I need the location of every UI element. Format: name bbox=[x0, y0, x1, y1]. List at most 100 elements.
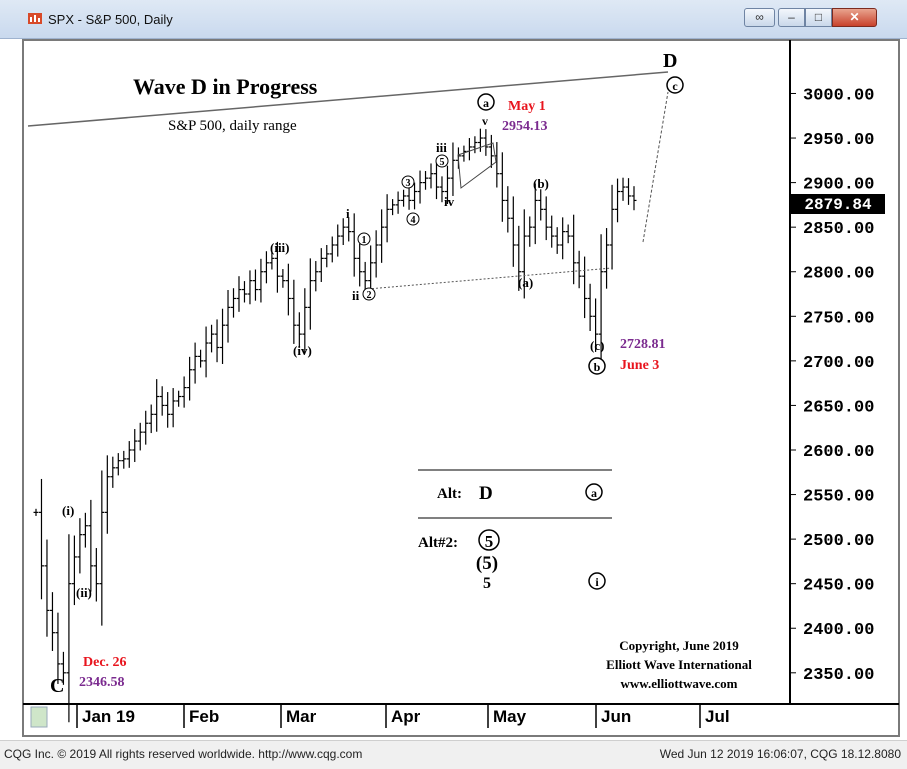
ohlc-bar bbox=[176, 390, 182, 407]
lower-trendline bbox=[367, 267, 613, 290]
date-may1: May 1 bbox=[508, 99, 546, 114]
wave-label-iv: iv bbox=[444, 194, 455, 209]
alt1-sub: a bbox=[591, 486, 597, 500]
ohlc-bar bbox=[44, 539, 50, 637]
circle-2 bbox=[362, 287, 376, 301]
wave-label-ii-paren: (ii) bbox=[76, 585, 92, 600]
wave-label-iv-paren: (iv) bbox=[293, 343, 312, 358]
ohlc-bar bbox=[77, 518, 83, 574]
ohlc-bar bbox=[450, 142, 456, 196]
wave-label-b-paren: (b) bbox=[533, 176, 549, 191]
ohlc-bar bbox=[604, 228, 610, 289]
circle-2-text: 2 bbox=[367, 290, 372, 301]
ohlc-bar bbox=[346, 217, 352, 242]
price-high: 2954.13 bbox=[502, 119, 548, 134]
time-tick-label: May bbox=[493, 707, 527, 726]
price-chart[interactable]: 2350.00 2400.00 2450.00 2500.00 2550.00 2600.… bbox=[0, 0, 907, 740]
ohlc-bar bbox=[192, 342, 198, 384]
status-right-text: Wed Jun 12 2019 16:06:07, CQG 18.12.8080 bbox=[659, 747, 901, 761]
ohlc-bar bbox=[631, 186, 637, 211]
ohlc-bar bbox=[225, 290, 231, 343]
circle-a bbox=[477, 93, 495, 111]
minimize-button[interactable]: – bbox=[778, 8, 805, 27]
ohlc-bar bbox=[439, 176, 445, 203]
chart-frame bbox=[22, 39, 900, 737]
ohlc-bar bbox=[99, 470, 105, 626]
ohlc-bar bbox=[401, 189, 407, 207]
ohlc-bar bbox=[137, 422, 143, 451]
ohlc-bar bbox=[527, 216, 533, 247]
scroll-corner[interactable] bbox=[30, 706, 48, 728]
ohlc-bar bbox=[291, 279, 297, 344]
ohlc-bar bbox=[357, 243, 363, 287]
close-button[interactable]: ✕ bbox=[832, 8, 877, 27]
alt2-wave-3: 5 bbox=[483, 575, 491, 592]
alt1-circle bbox=[585, 483, 603, 501]
wave-labels: C (i) (ii) (iii) (iv) i ii iii iv (a) (b… bbox=[50, 50, 677, 697]
alt1-wave: D bbox=[479, 483, 493, 504]
ohlc-bar bbox=[444, 165, 450, 204]
ohlc-bar bbox=[132, 429, 138, 463]
ohlc-bar bbox=[483, 129, 489, 156]
time-axis: Jan 19 Feb Mar Apr May Jun Jul bbox=[76, 704, 730, 728]
window-title: SPX - S&P 500, Daily bbox=[48, 12, 173, 27]
ohlc-bar bbox=[71, 535, 77, 606]
circle-4 bbox=[406, 212, 420, 226]
ohlc-bar bbox=[324, 244, 330, 268]
ohlc-bar bbox=[143, 410, 149, 445]
time-tick-label: Jan 19 bbox=[82, 707, 135, 726]
ohlc-bar bbox=[66, 534, 72, 723]
circled-labels: a b c 1 2 3 4 5 bbox=[357, 76, 684, 375]
ohlc-bar bbox=[560, 217, 566, 260]
price-tick-label: 2950.00 bbox=[803, 131, 874, 150]
wave-label-i: i bbox=[346, 206, 350, 221]
ohlc-bar bbox=[598, 234, 604, 372]
ohlc-bar bbox=[307, 258, 313, 330]
ohlc-bar bbox=[247, 270, 253, 305]
date-june3: June 3 bbox=[620, 358, 659, 373]
ohlc-bar bbox=[302, 288, 308, 354]
close-icon: ✕ bbox=[849, 10, 860, 24]
chart-title: Wave D in Progress bbox=[133, 74, 318, 99]
ohlc-bar bbox=[231, 288, 237, 318]
maximize-button[interactable]: □ bbox=[805, 8, 832, 27]
ohlc-bar bbox=[82, 512, 88, 548]
circle-b bbox=[588, 357, 606, 375]
ohlc-bar bbox=[187, 356, 193, 401]
time-tick-label: Jul bbox=[705, 707, 730, 726]
circle-5-text: 5 bbox=[440, 157, 445, 168]
price-june-low: 2728.81 bbox=[620, 337, 666, 352]
price-tick-label: 2900.00 bbox=[803, 176, 874, 195]
link-button[interactable]: ∞ bbox=[744, 8, 775, 27]
title-bar[interactable]: SPX - S&P 500, Daily ∞ – □ ✕ bbox=[0, 0, 907, 39]
copyright-block: Copyright, June 2019 Elliott Wave Intern… bbox=[606, 638, 752, 691]
price-tick-label: 2400.00 bbox=[803, 621, 874, 640]
wave-label-C: C bbox=[50, 675, 64, 697]
ohlc-bar bbox=[88, 499, 94, 592]
ohlc-bar bbox=[626, 178, 632, 205]
ohlc-bar bbox=[55, 612, 61, 684]
alt2-wave-1: 5 bbox=[485, 532, 494, 551]
wave-label-i-paren: (i) bbox=[62, 503, 74, 518]
ohlc-bar bbox=[340, 218, 346, 245]
ohlc-bar bbox=[362, 261, 368, 291]
alt2-wave-2: (5) bbox=[476, 553, 498, 574]
ohlc-bar bbox=[170, 388, 176, 428]
ohlc-bar bbox=[620, 177, 626, 201]
wave-label-D: D bbox=[663, 50, 677, 72]
ohlc-bar bbox=[181, 376, 187, 408]
ohlc-bar bbox=[269, 251, 275, 270]
copyright-line-1: Copyright, June 2019 bbox=[619, 638, 739, 653]
wave-label-iii: iii bbox=[436, 140, 447, 155]
alt2-label: Alt#2: bbox=[418, 535, 458, 551]
ohlc-bar bbox=[423, 171, 429, 190]
ohlc-bar bbox=[296, 312, 302, 348]
circle-b-text: b bbox=[594, 360, 601, 374]
ohlc-bar bbox=[417, 170, 423, 204]
time-tick-label: Jun bbox=[601, 707, 631, 726]
circle-5 bbox=[435, 154, 449, 168]
ohlc-bar bbox=[516, 225, 522, 291]
ohlc-bar bbox=[241, 281, 247, 303]
ohlc-bar bbox=[121, 450, 127, 469]
